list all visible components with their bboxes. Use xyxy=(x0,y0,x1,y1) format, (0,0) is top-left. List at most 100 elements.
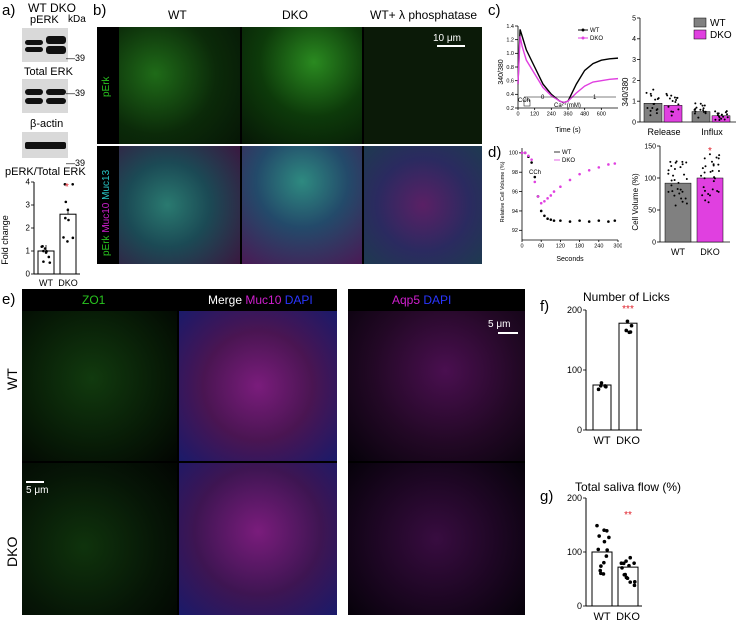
cabar-dot-1-0-0 xyxy=(695,106,698,109)
blot-marker-total-erk: —39 xyxy=(66,88,86,98)
cabar-dot-0-0-12 xyxy=(652,103,655,106)
vol-ytick-3: 98 xyxy=(512,170,518,176)
ca-bar-legend-dko: DKO xyxy=(710,30,732,41)
licks-dot-0-3 xyxy=(596,387,601,392)
volbar-dot-1-9 xyxy=(710,160,713,163)
saliva-dot-1-10 xyxy=(632,561,636,565)
licks-cat-wt: WT xyxy=(593,435,610,447)
ca-ylabel: 340/380 xyxy=(498,59,505,84)
perk-ytick-4: 4 xyxy=(26,178,31,187)
perk-sig: * xyxy=(65,182,69,193)
micro-row-perk: pErk 10 μm xyxy=(97,27,482,144)
saliva-dot-1-1 xyxy=(628,555,633,560)
micro-col-dko: DKO xyxy=(282,8,309,22)
e-header-merge: Merge Muc10 DAPI xyxy=(208,293,313,307)
volbar-ytick-2: 100 xyxy=(644,175,656,182)
vol-ytick-4: 100 xyxy=(509,151,518,157)
ca-ca-label: Ca²⁺(mM) xyxy=(554,102,581,109)
micro-scalebar: 10 μm xyxy=(433,33,461,44)
saliva-dot-1-11 xyxy=(625,576,630,581)
micro-row1-label: pErk xyxy=(101,76,112,97)
volbar-dot-0-28 xyxy=(685,177,688,180)
micro-col-phosphatase: WT+ λ phosphatase xyxy=(370,8,478,22)
cabar-ytick-3: 3 xyxy=(632,57,636,64)
saliva-dot-1-9 xyxy=(619,561,624,566)
vol-pt-wt-14 xyxy=(587,220,591,223)
saliva-dot-0-6 xyxy=(597,534,601,538)
micro-merge-dko-e xyxy=(179,463,337,615)
vol-ytick-1: 94 xyxy=(512,209,518,215)
saliva-title: Total saliva flow (%) xyxy=(575,480,682,494)
cabar-dot-0-0-1 xyxy=(646,107,649,110)
vol-pt-dko-11 xyxy=(559,185,562,189)
volbar-dot-1-23 xyxy=(701,167,704,170)
cabar-dot-0-0-13 xyxy=(654,98,657,101)
perk-dot-0-5 xyxy=(47,255,51,259)
vol-pt-wt-4 xyxy=(533,175,537,179)
cabar-dot-0-1-5 xyxy=(674,100,677,103)
micro-perk-wt xyxy=(119,27,240,144)
micro-row2-label: pErk Muc10 Muc13 xyxy=(101,169,112,256)
vol-xtick-4: 240 xyxy=(594,244,603,250)
volbar-dot-0-9 xyxy=(670,164,673,167)
ca-ytick-2: 0.6 xyxy=(506,79,514,85)
vol-bar-cat-wt: WT xyxy=(671,247,685,257)
cabar-dot-1-1-2 xyxy=(722,115,725,118)
vol-pt-wt-17 xyxy=(613,219,617,222)
micro-aqp5-wt xyxy=(348,311,525,461)
vol-pt-dko-0 xyxy=(520,151,524,155)
vol-xtick-5: 300 xyxy=(613,244,622,250)
volbar-dot-1-21 xyxy=(703,189,706,192)
saliva-dot-1-13 xyxy=(622,573,627,577)
volbar-dot-0-8 xyxy=(681,163,684,166)
micro-perk-dko xyxy=(242,27,362,144)
saliva-dot-0-10 xyxy=(599,571,603,576)
perk-ytick-0: 0 xyxy=(26,270,31,279)
saliva-dot-1-3 xyxy=(628,580,633,584)
volbar-dot-0-26 xyxy=(685,202,688,205)
perk-ytick-2: 2 xyxy=(26,224,31,233)
volbar-dot-1-10 xyxy=(717,169,720,172)
vol-pt-dko-15 xyxy=(597,166,601,169)
ca-xlabel: Time (s) xyxy=(555,127,580,134)
cell-volume-bar-chart: Cell Volume (%) 0 50 100 150 * WT DKO xyxy=(631,143,730,257)
cabar-dot-0-0-7 xyxy=(651,107,654,110)
volbar-dot-1-11 xyxy=(704,199,707,202)
perk-dot-1-5 xyxy=(67,218,70,222)
blot-title-perk: pERK xyxy=(30,14,59,26)
blot-marker-bactin: —39 xyxy=(66,158,86,168)
calcium-bar-chart: 340/380 0 1 2 3 4 5 WT DKO Release Influx xyxy=(622,15,736,137)
cabar-ytick-2: 2 xyxy=(632,78,636,85)
cabar-dot-0-0-10 xyxy=(655,112,658,115)
vol-pt-wt-7 xyxy=(543,214,546,218)
cabar-dot-0-0-14 xyxy=(650,94,653,97)
cabar-dot-0-1-6 xyxy=(677,108,680,111)
cabar-ytick-1: 1 xyxy=(632,99,636,106)
saliva-ytick-1: 100 xyxy=(567,547,582,557)
volbar-dot-1-16 xyxy=(703,171,706,174)
blot-title-bactin: β-actin xyxy=(30,118,64,130)
volbar-dot-0-23 xyxy=(680,197,683,200)
cabar-dot-1-0-8 xyxy=(694,110,697,113)
saliva-dot-1-12 xyxy=(624,559,628,563)
volbar-dot-1-8 xyxy=(703,157,706,160)
vol-bar-sig: * xyxy=(708,146,712,157)
perk-dot-1-2 xyxy=(71,183,74,186)
cabar-dot-1-0-9 xyxy=(699,108,702,111)
cabar-dot-0-0-15 xyxy=(645,91,648,94)
volbar-wt xyxy=(664,182,692,243)
vol-pt-wt-10 xyxy=(552,219,556,222)
ca-bar-legend-wt: WT xyxy=(710,18,726,29)
volbar-ytick-3: 150 xyxy=(644,143,656,150)
perk-ytick-3: 3 xyxy=(26,201,31,210)
saliva-dot-0-7 xyxy=(605,528,609,533)
volbar-ytick-1: 50 xyxy=(648,207,656,214)
vol-pt-dko-1 xyxy=(523,151,527,155)
volbar-dot-0-13 xyxy=(681,190,684,193)
volbar-dot-0-29 xyxy=(669,160,672,163)
cabar-dot-1-1-0 xyxy=(720,113,723,116)
saliva-bar-wt xyxy=(591,551,613,607)
saliva-dot-0-12 xyxy=(607,535,611,540)
cell-volume-trace-chart: Relative Cell Volume (%) 92 94 96 98 100 0 60… xyxy=(500,148,622,263)
e-row-dko: DKO xyxy=(4,536,20,567)
